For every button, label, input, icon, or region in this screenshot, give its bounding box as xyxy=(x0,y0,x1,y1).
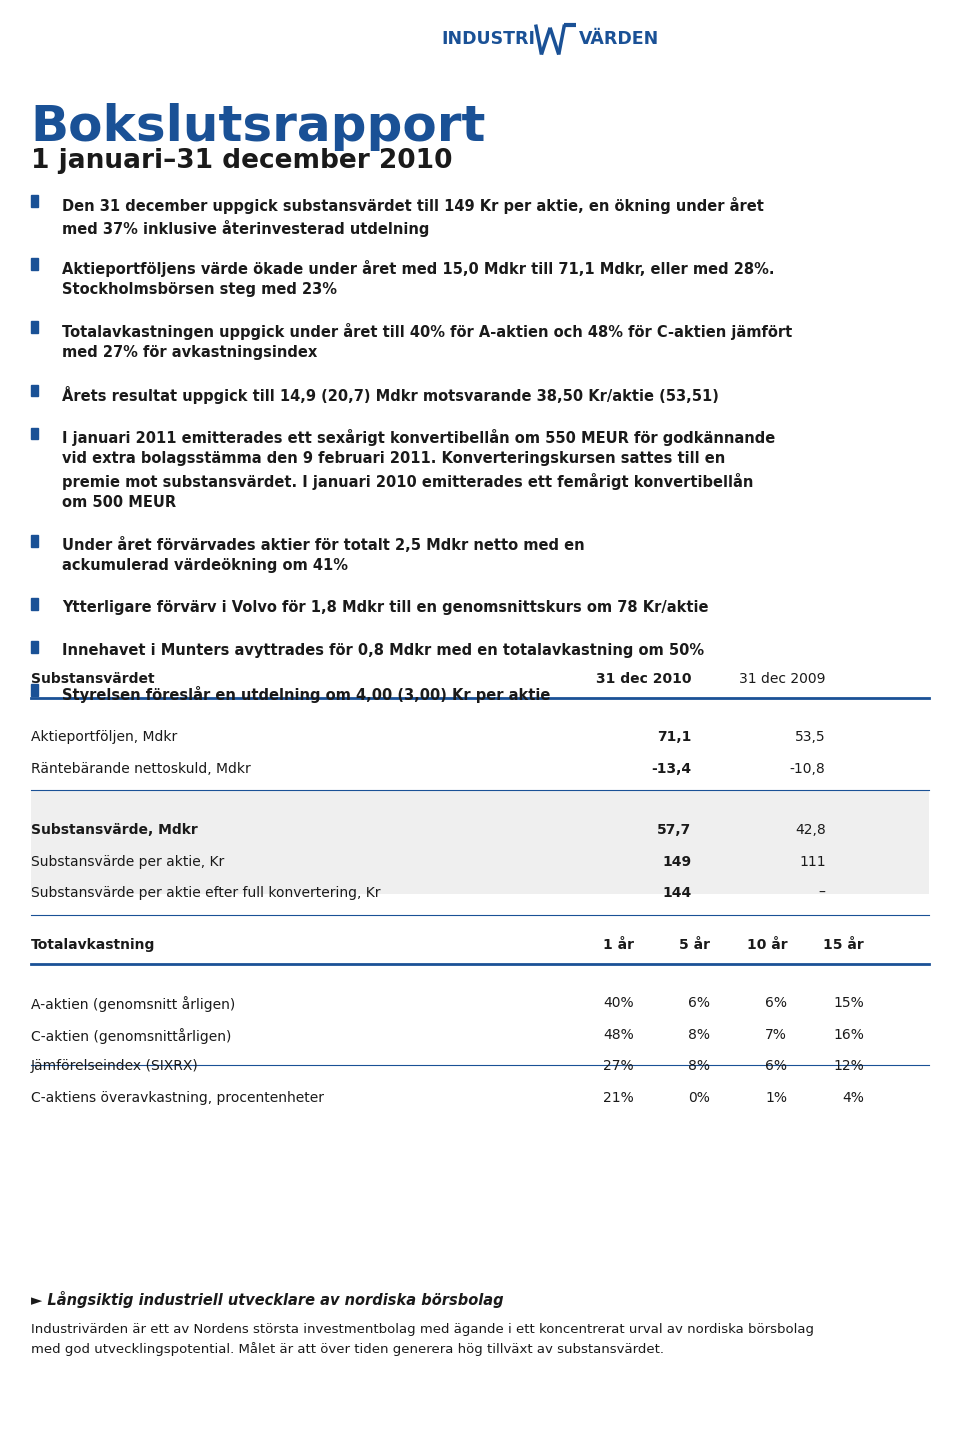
Text: 42,8: 42,8 xyxy=(795,824,826,837)
Text: I januari 2011 emitterades ett sexårigt konvertibellån om 550 MEUR för godkännan: I januari 2011 emitterades ett sexårigt … xyxy=(62,429,776,511)
Text: Jämförelseindex (SIXRX): Jämförelseindex (SIXRX) xyxy=(31,1059,199,1073)
Text: 15%: 15% xyxy=(833,996,864,1010)
Text: Innehavet i Munters avyttrades för 0,8 Mdkr med en totalavkastning om 50%: Innehavet i Munters avyttrades för 0,8 M… xyxy=(62,643,705,657)
Text: Under året förvärvades aktier för totalt 2,5 Mdkr netto med en
ackumulerad värde: Under året förvärvades aktier för totalt… xyxy=(62,537,585,573)
Text: C-aktiens överavkastning, procentenheter: C-aktiens överavkastning, procentenheter xyxy=(31,1091,324,1105)
Text: 48%: 48% xyxy=(603,1027,634,1042)
Text: 10 år: 10 år xyxy=(747,937,787,951)
Text: 53,5: 53,5 xyxy=(795,730,826,743)
Text: Industrivärden är ett av Nordens största investmentbolag med ägande i ett koncen: Industrivärden är ett av Nordens största… xyxy=(31,1323,814,1356)
Text: Räntebärande nettoskuld, Mdkr: Räntebärande nettoskuld, Mdkr xyxy=(31,762,251,775)
Text: 8%: 8% xyxy=(688,1059,710,1073)
Text: 149: 149 xyxy=(662,855,691,868)
Text: 16%: 16% xyxy=(833,1027,864,1042)
Text: INDUSTRI: INDUSTRI xyxy=(442,30,536,47)
Bar xyxy=(31,598,38,610)
Text: 15 år: 15 år xyxy=(824,937,864,951)
Text: ► Långsiktig industriell utvecklare av nordiska börsbolag: ► Långsiktig industriell utvecklare av n… xyxy=(31,1292,503,1309)
Text: 71,1: 71,1 xyxy=(657,730,691,743)
Bar xyxy=(31,641,38,653)
Text: Substansvärdet: Substansvärdet xyxy=(31,672,155,686)
Text: 1 januari–31 december 2010: 1 januari–31 december 2010 xyxy=(31,148,452,174)
Text: 1%: 1% xyxy=(765,1091,787,1105)
Text: 111: 111 xyxy=(799,855,826,868)
Text: Totalavkastning: Totalavkastning xyxy=(31,937,156,951)
Text: 6%: 6% xyxy=(688,996,710,1010)
Text: 7%: 7% xyxy=(765,1027,787,1042)
Text: 40%: 40% xyxy=(603,996,634,1010)
Text: -13,4: -13,4 xyxy=(651,762,691,775)
Text: Årets resultat uppgick till 14,9 (20,7) Mdkr motsvarande 38,50 Kr/aktie (53,51): Årets resultat uppgick till 14,9 (20,7) … xyxy=(62,386,719,405)
Bar xyxy=(31,789,929,894)
Text: 0%: 0% xyxy=(688,1091,710,1105)
Text: Den 31 december uppgick substansvärdet till 149 Kr per aktie, en ökning under år: Den 31 december uppgick substansvärdet t… xyxy=(62,197,764,237)
Text: –: – xyxy=(819,887,826,900)
Text: A-aktien (genomsnitt årligen): A-aktien (genomsnitt årligen) xyxy=(31,996,235,1012)
Text: Substansvärde per aktie efter full konvertering, Kr: Substansvärde per aktie efter full konve… xyxy=(31,887,380,900)
Text: Substansvärde per aktie, Kr: Substansvärde per aktie, Kr xyxy=(31,855,224,868)
Text: Totalavkastningen uppgick under året till 40% för A-aktien och 48% för C-aktien : Totalavkastningen uppgick under året til… xyxy=(62,323,793,360)
Text: 21%: 21% xyxy=(603,1091,634,1105)
Text: 12%: 12% xyxy=(833,1059,864,1073)
Text: 6%: 6% xyxy=(765,996,787,1010)
Text: 6%: 6% xyxy=(765,1059,787,1073)
Text: 31 dec 2010: 31 dec 2010 xyxy=(596,672,691,686)
Bar xyxy=(31,321,38,333)
Text: -10,8: -10,8 xyxy=(790,762,826,775)
Text: VÄRDEN: VÄRDEN xyxy=(579,30,660,47)
Text: 4%: 4% xyxy=(842,1091,864,1105)
Bar xyxy=(31,684,38,696)
Bar xyxy=(31,428,38,439)
Text: Styrelsen föreslår en utdelning om 4,00 (3,00) Kr per aktie: Styrelsen föreslår en utdelning om 4,00 … xyxy=(62,686,551,703)
Bar xyxy=(31,385,38,396)
Text: Aktieportföljens värde ökade under året med 15,0 Mdkr till 71,1 Mdkr, eller med : Aktieportföljens värde ökade under året … xyxy=(62,260,775,297)
Text: Aktieportföljen, Mdkr: Aktieportföljen, Mdkr xyxy=(31,730,177,743)
Text: C-aktien (genomsnittårligen): C-aktien (genomsnittårligen) xyxy=(31,1027,231,1043)
Text: Ytterligare förvärv i Volvo för 1,8 Mdkr till en genomsnittskurs om 78 Kr/aktie: Ytterligare förvärv i Volvo för 1,8 Mdkr… xyxy=(62,600,708,614)
Text: 57,7: 57,7 xyxy=(657,824,691,837)
Text: Substansvärde, Mdkr: Substansvärde, Mdkr xyxy=(31,824,198,837)
Bar xyxy=(31,535,38,547)
Text: 27%: 27% xyxy=(603,1059,634,1073)
Bar xyxy=(31,258,38,270)
Text: 144: 144 xyxy=(662,887,691,900)
Text: Bokslutsrapport: Bokslutsrapport xyxy=(31,103,486,151)
Text: 8%: 8% xyxy=(688,1027,710,1042)
Text: 5 år: 5 år xyxy=(680,937,710,951)
Text: 31 dec 2009: 31 dec 2009 xyxy=(739,672,826,686)
Bar xyxy=(31,195,38,207)
Text: 1 år: 1 år xyxy=(603,937,634,951)
